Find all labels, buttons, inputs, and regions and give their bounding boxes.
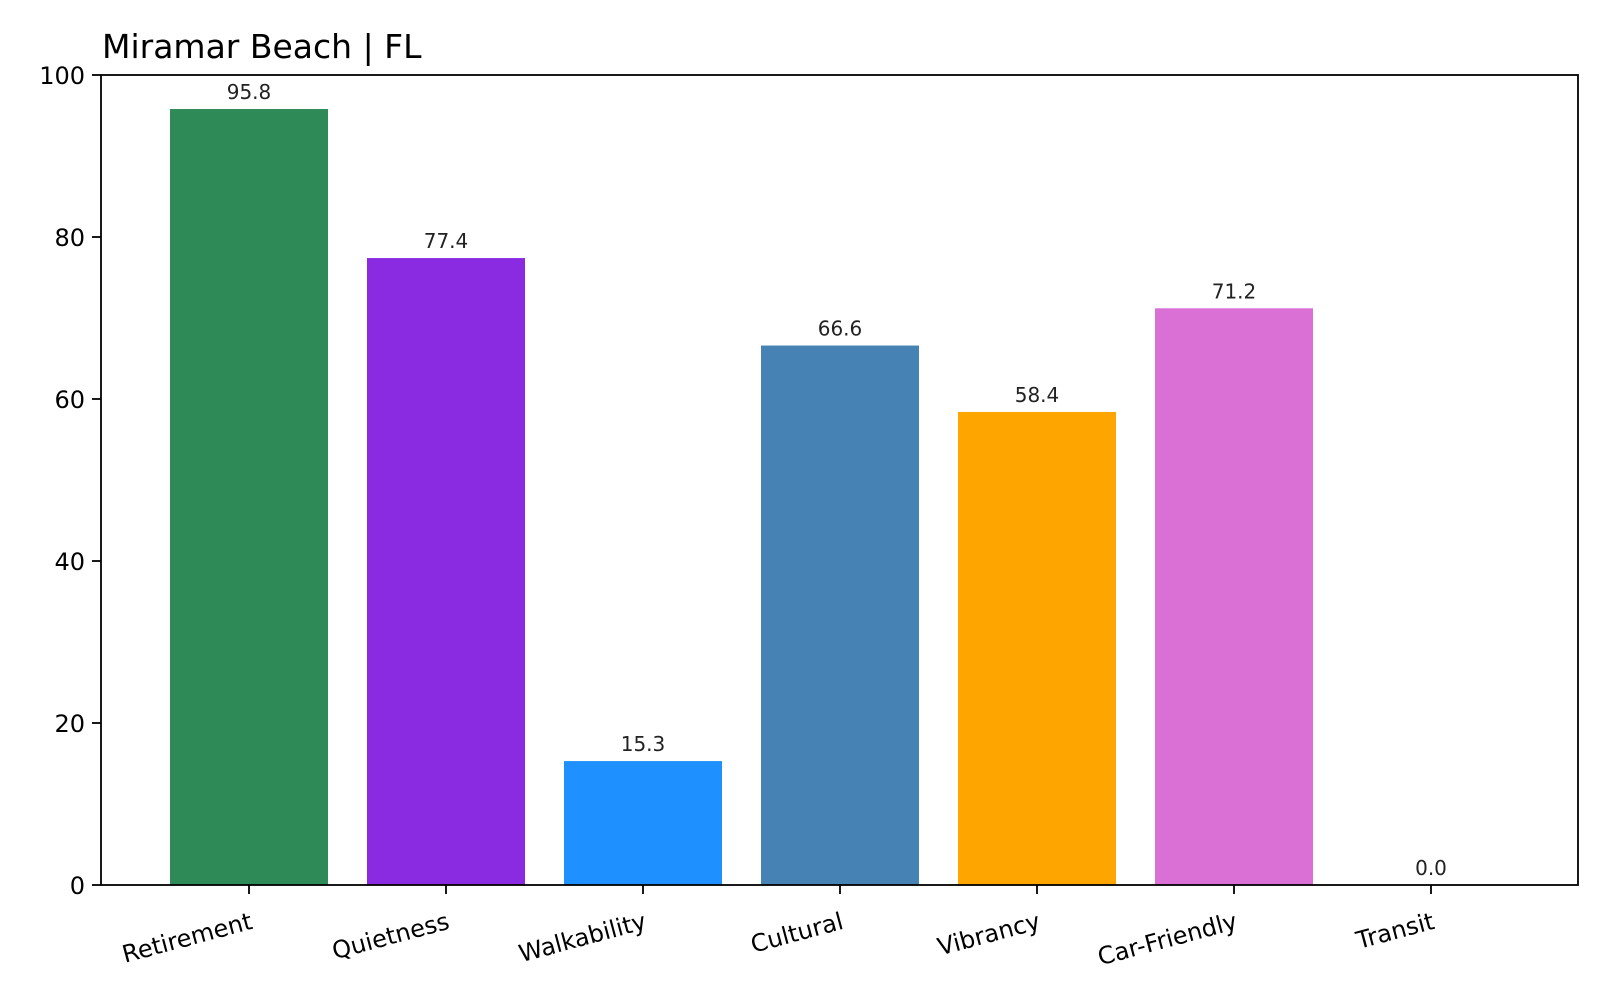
bar-quietness [367,258,525,885]
plot-frame [100,74,1579,886]
bar-car-friendly [1155,308,1313,885]
x-tick-label: Quietness [329,907,452,965]
data-labels-layer: 95.8 77.4 15.3 66.6 58.4 71.2 0.0 [227,80,1447,880]
y-axis: 0 20 40 60 80 100 [39,62,101,900]
y-tick-label: 60 [54,386,85,414]
x-tick-label: Cultural [748,907,847,959]
data-label: 71.2 [1212,279,1257,303]
x-tick-label: Transit [1352,907,1437,955]
data-label: 66.6 [818,317,863,341]
bars-layer [170,109,1313,885]
data-label: 77.4 [424,229,469,253]
bar-retirement [170,109,328,885]
bar-walkability [564,761,722,885]
bar-vibrancy [958,411,1116,885]
x-tick-label: Walkability [516,907,649,968]
y-tick-label: 20 [54,710,85,738]
bar-cultural [761,345,919,885]
x-axis: Retirement Quietness Walkability Cultural Vi… [119,885,1437,971]
data-label: 0.0 [1415,856,1447,880]
x-tick-label: Vibrancy [935,907,1044,961]
y-tick-label: 80 [54,224,85,252]
y-tick-label: 100 [39,62,85,90]
y-tick-label: 0 [70,872,85,900]
data-label: 58.4 [1015,383,1060,407]
data-label: 15.3 [621,732,666,756]
chart-title: Miramar Beach | FL [102,27,422,66]
x-tick-label: Car-Friendly [1095,907,1241,971]
x-tick-label: Retirement [119,907,255,969]
y-tick-label: 40 [54,548,85,576]
data-label: 95.8 [227,80,272,104]
